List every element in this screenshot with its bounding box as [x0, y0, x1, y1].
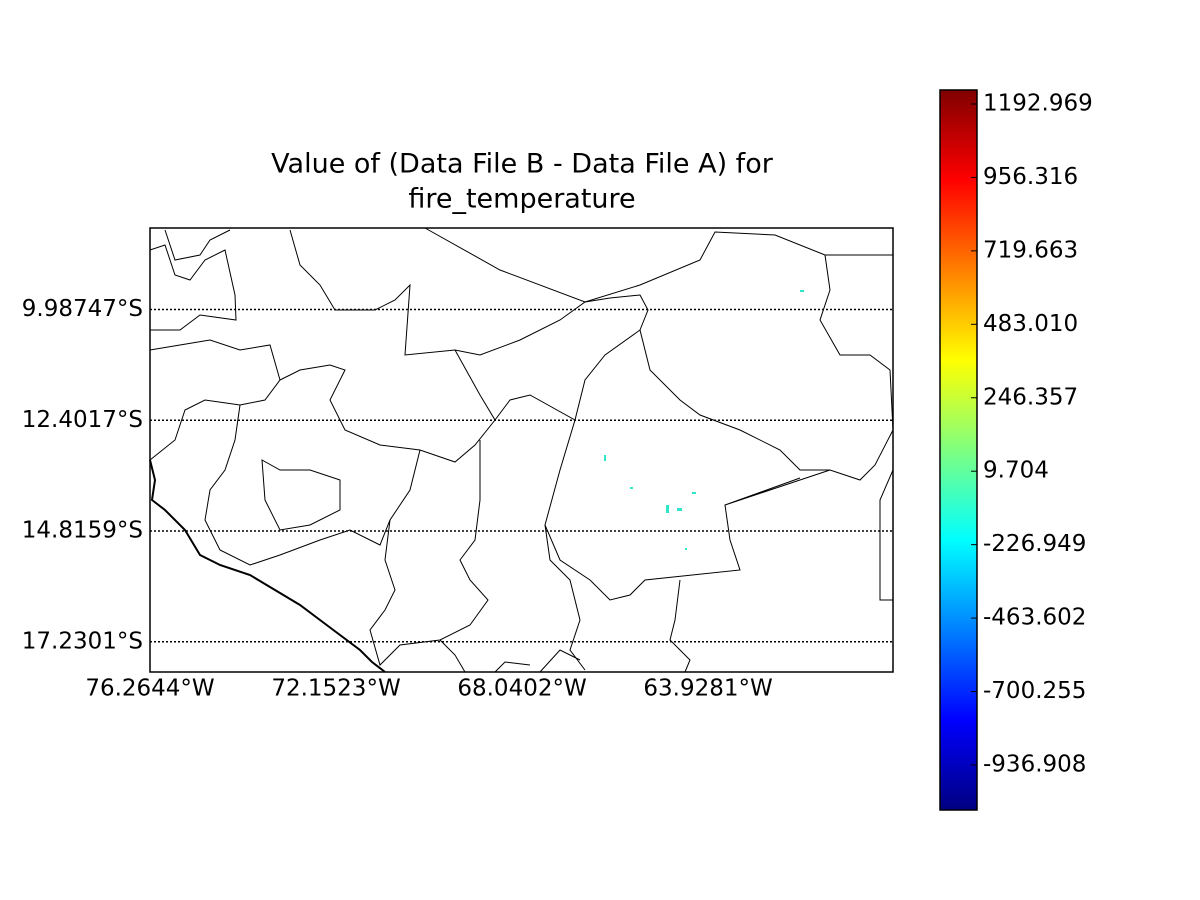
colorbar-label: 9.704: [983, 458, 1049, 484]
colorbar-label: 719.663: [983, 237, 1078, 263]
colorbar-label: 956.316: [983, 164, 1078, 190]
colorbar-label: -936.908: [983, 751, 1086, 777]
title-line: fire_temperature: [408, 184, 635, 215]
colorbar-label: 483.010: [983, 311, 1078, 337]
fire-pixels: [604, 290, 804, 550]
lat-label: 12.4017°S: [22, 407, 143, 433]
map-frame: [149, 227, 894, 673]
lon-label: 63.9281°W: [643, 676, 772, 702]
colorbar: [939, 89, 978, 811]
map-borders: [149, 227, 894, 673]
lon-label: 76.2644°W: [85, 676, 214, 702]
lat-label: 9.98747°S: [22, 296, 143, 322]
lon-label: 68.0402°W: [457, 676, 586, 702]
title-line: Value of (Data File B - Data File A) for: [271, 149, 774, 180]
colorbar-label: 246.357: [983, 384, 1078, 410]
lat-label: 17.2301°S: [22, 628, 143, 654]
colorbar-label: -463.602: [983, 605, 1086, 631]
lon-label: 72.1523°W: [271, 676, 400, 702]
colorbar-label: -700.255: [983, 678, 1086, 704]
colorbar-label: -226.949: [983, 531, 1086, 557]
colorbar-label: 1192.969: [983, 90, 1093, 116]
lat-label: 14.8159°S: [22, 518, 143, 544]
